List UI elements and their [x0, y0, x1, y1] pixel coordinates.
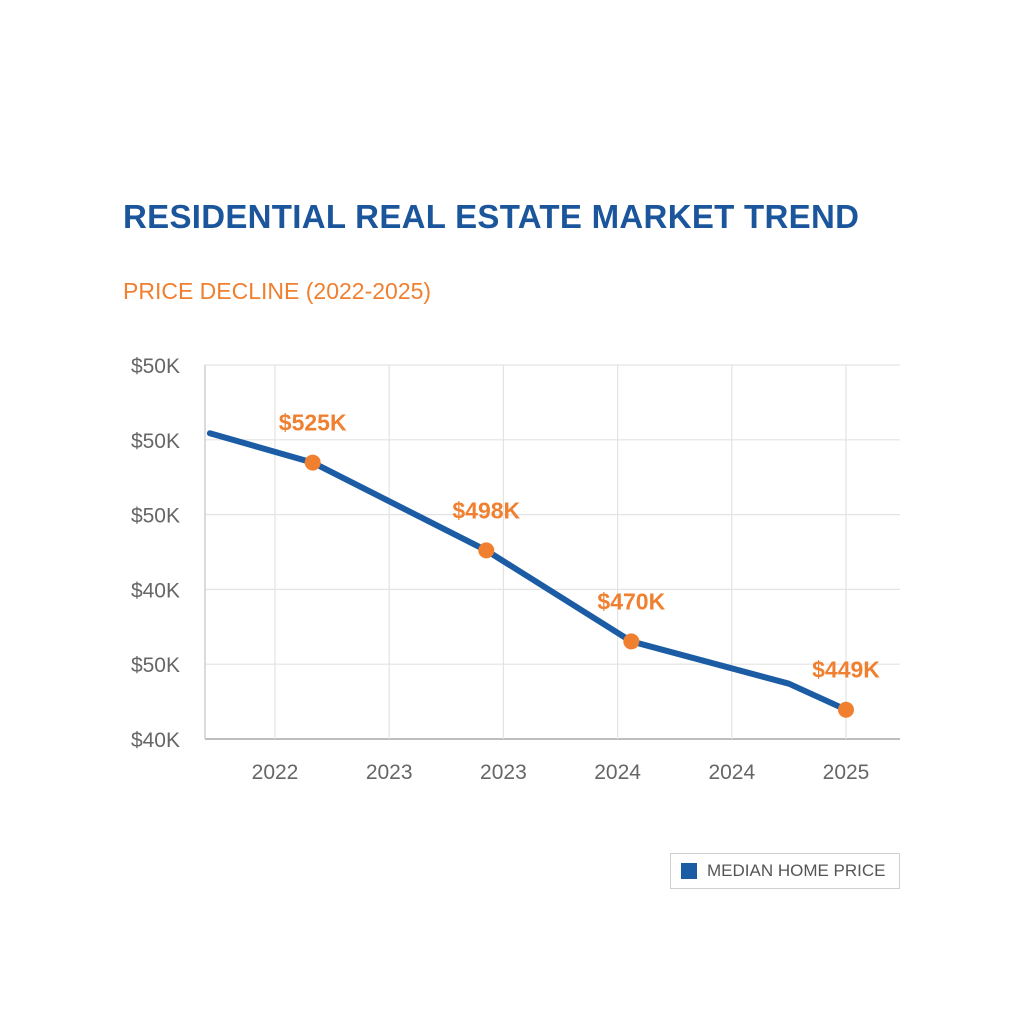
data-label: $449K [812, 657, 880, 683]
data-point [478, 542, 495, 559]
legend-swatch [681, 863, 697, 879]
x-tick-label: 2025 [823, 761, 870, 784]
data-label: $498K [452, 497, 520, 523]
x-tick-label: 2024 [708, 761, 755, 784]
data-point [304, 454, 321, 471]
x-tick-label: 2023 [366, 761, 413, 784]
legend-label: MEDIAN HOME PRICE [707, 861, 886, 880]
y-tick-label: $50K [131, 505, 180, 528]
y-tick-label: $40K [131, 579, 180, 602]
y-tick-label: $50K [131, 654, 180, 677]
legend: MEDIAN HOME PRICE [670, 853, 900, 889]
series-line [206, 430, 849, 713]
y-tick-label: $50K [131, 430, 180, 453]
data-label: $470K [597, 588, 665, 614]
data-point [623, 633, 640, 650]
x-tick-label: 2023 [480, 761, 527, 784]
x-tick-label: 2024 [594, 761, 641, 784]
y-tick-label: $40K [131, 729, 180, 752]
chart-title: RESIDENTIAL REAL ESTATE MARKET TREND [123, 198, 860, 235]
data-label: $525K [279, 410, 347, 436]
x-tick-label: 2022 [252, 761, 299, 784]
data-point [838, 701, 854, 718]
chart-subtitle: PRICE DECLINE (2022-2025) [123, 278, 432, 304]
y-tick-label: $50K [131, 355, 180, 378]
